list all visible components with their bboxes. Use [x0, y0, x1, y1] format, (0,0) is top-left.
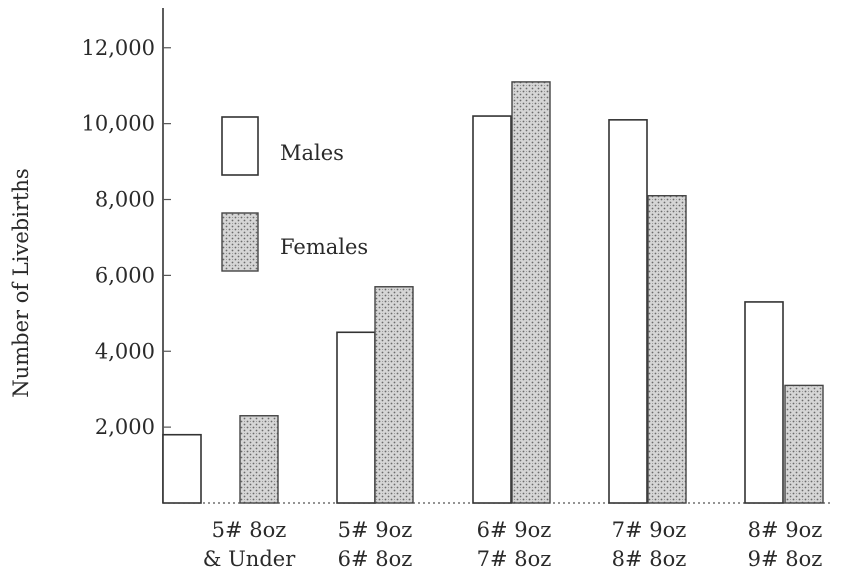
legend-label-males: Males	[280, 141, 344, 165]
category-label-line1: 5# 8oz	[212, 518, 287, 542]
y-tick-label: 10,000	[82, 112, 155, 136]
y-tick-label: 8,000	[95, 188, 155, 212]
bar-females	[784, 384, 824, 504]
category-label-line1: 5# 9oz	[338, 518, 413, 542]
bar-males	[162, 433, 202, 504]
category-label-line2: & Under	[203, 547, 296, 571]
category-label-line2: 7# 8oz	[477, 547, 552, 571]
y-tick-label: 6,000	[95, 263, 155, 287]
legend-label-females: Females	[280, 235, 368, 259]
y-tick-label: 12,000	[82, 36, 155, 60]
category-label-line1: 8# 9oz	[748, 518, 823, 542]
bar-females	[239, 415, 279, 504]
category-label-line2: 6# 8oz	[338, 547, 413, 571]
bar-females	[374, 286, 414, 504]
legend-swatch-females	[221, 212, 259, 272]
bars	[162, 81, 824, 504]
bar-males	[336, 331, 376, 504]
category-labels: 5# 8oz & Under 5# 9oz 6# 8oz 6# 9oz 7# 8oz 7# …	[203, 518, 823, 571]
bar-males	[744, 301, 784, 504]
category-label-line1: 6# 9oz	[477, 518, 552, 542]
legend: Males Females	[221, 116, 368, 272]
legend-swatch-males	[221, 116, 259, 176]
category-label-line2: 8# 8oz	[612, 547, 687, 571]
bar-males	[608, 119, 648, 504]
category-label-line2: 9# 8oz	[748, 547, 823, 571]
bar-females	[511, 81, 551, 504]
y-tick-label: 2,000	[95, 415, 155, 439]
y-axis: 2,000 4,000 6,000 8,000 10,000 12,000	[82, 8, 830, 504]
category-label-line1: 7# 9oz	[612, 518, 687, 542]
bar-females	[647, 195, 687, 504]
y-tick-label: 4,000	[95, 339, 155, 363]
bar-males	[472, 115, 512, 504]
y-axis-title: Number of Livebirths	[9, 168, 33, 397]
